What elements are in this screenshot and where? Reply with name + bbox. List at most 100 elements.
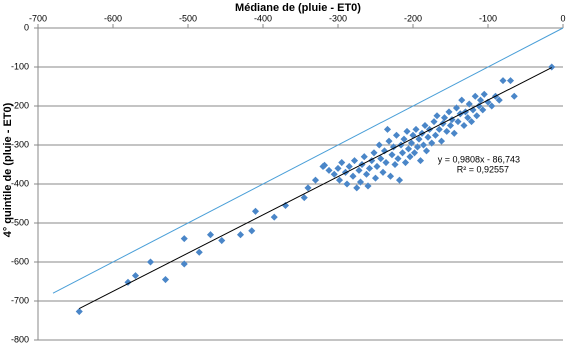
scatter-point [206, 231, 215, 239]
trend-equation: y = 0,9808x - 86,743 [438, 154, 520, 164]
scatter-point [430, 118, 438, 126]
scatter-point [338, 159, 346, 167]
scatter-point [335, 176, 344, 184]
scatter-point [446, 121, 455, 130]
scatter-point [355, 166, 363, 174]
scatter-point [395, 176, 404, 184]
scatter-point [330, 170, 338, 178]
scatter-point [440, 114, 449, 122]
scatter-point [380, 147, 389, 155]
scatter-point [379, 168, 387, 176]
scatter-point [403, 127, 411, 135]
scatter-point [428, 139, 436, 147]
y-tick-label: -800 [11, 334, 29, 344]
scatter-point [452, 104, 461, 112]
y-tick-label: 0 [24, 22, 29, 32]
scatter-point [476, 96, 485, 104]
x-tick-label: -200 [404, 13, 422, 23]
scatter-point [416, 157, 425, 165]
scatter-point [479, 106, 487, 114]
scatter-point [382, 159, 390, 167]
scatter-point [400, 135, 408, 143]
scatter-point [236, 231, 245, 239]
scatter-point [248, 227, 256, 235]
x-tick-label: -500 [179, 13, 197, 23]
x-tick-label: 0 [560, 13, 565, 23]
scatter-point [437, 137, 446, 145]
scatter-point [343, 180, 351, 188]
scatter-point [383, 125, 392, 133]
scatter-point [388, 151, 396, 159]
scatter-point [499, 77, 507, 85]
scatter-point [409, 131, 417, 139]
scatter-point [365, 164, 374, 172]
scatter-point [450, 129, 458, 137]
scatter-point [161, 276, 170, 284]
chart-title: Médiane de (pluie - ET0) [235, 2, 361, 14]
scatter-point [281, 201, 290, 209]
identity-line [52, 27, 564, 294]
scatter-point [251, 207, 260, 215]
y-tick-label: -400 [11, 178, 29, 188]
scatter-point [506, 77, 515, 85]
scatter-point [480, 90, 488, 98]
scatter-point [180, 235, 188, 243]
scatter-point [75, 307, 83, 316]
scatter-point [311, 176, 320, 184]
scatter-point [300, 194, 308, 202]
scatter-point [362, 170, 371, 178]
x-tick-label: -300 [329, 13, 347, 23]
scatter-point [353, 184, 361, 192]
scatter-point [412, 125, 420, 133]
scatter-point [394, 155, 402, 163]
scatter-point [360, 153, 368, 161]
scatter-point [180, 260, 188, 268]
scatter-point [465, 100, 473, 108]
scatter-point [349, 172, 357, 180]
scatter-point [445, 108, 453, 116]
scatter-point [373, 162, 381, 170]
scatter-point [406, 153, 414, 161]
scatter-point [421, 121, 429, 130]
scatter-point [320, 161, 329, 169]
scatter-point [467, 118, 476, 126]
scatter-point [410, 149, 419, 157]
y-tick-label: -500 [11, 217, 29, 227]
scatter-point [454, 118, 462, 126]
scatter-point [146, 258, 155, 266]
scatter-point [460, 121, 468, 130]
scatter-point [464, 114, 472, 122]
scatter-point [131, 272, 140, 280]
y-axis-label: 4° quintile de (pluie - ET0) [2, 102, 14, 237]
scatter-point [510, 92, 518, 100]
y-tick-label: -600 [11, 256, 29, 266]
scatter-point [364, 182, 372, 190]
trendline [79, 67, 552, 309]
scatter-point [377, 155, 385, 163]
scatter-point [345, 162, 353, 170]
x-tick-label: -600 [104, 13, 122, 23]
scatter-point [422, 147, 431, 155]
scatter-point [356, 178, 365, 186]
trend-r2: R² = 0,92557 [457, 164, 509, 174]
scatter-point [385, 137, 393, 145]
scatter-point [391, 160, 399, 169]
scatter-point [398, 149, 407, 157]
scatter-point [548, 63, 556, 71]
scatter-point [415, 135, 423, 143]
x-tick-label: -100 [479, 13, 497, 23]
scatter-point [471, 92, 479, 100]
scatter-point [334, 164, 342, 172]
scatter-point [404, 145, 413, 153]
scatter-point [350, 157, 359, 165]
scatter-point [407, 139, 416, 147]
scatter-point [270, 213, 278, 221]
scatter-point [488, 102, 496, 110]
x-tick-label: -700 [29, 13, 47, 23]
scatter-point [375, 141, 383, 149]
scatter-point [413, 143, 422, 151]
y-tick-label: -200 [11, 100, 29, 110]
scatter-point [495, 96, 503, 104]
scatter-point [431, 131, 440, 139]
